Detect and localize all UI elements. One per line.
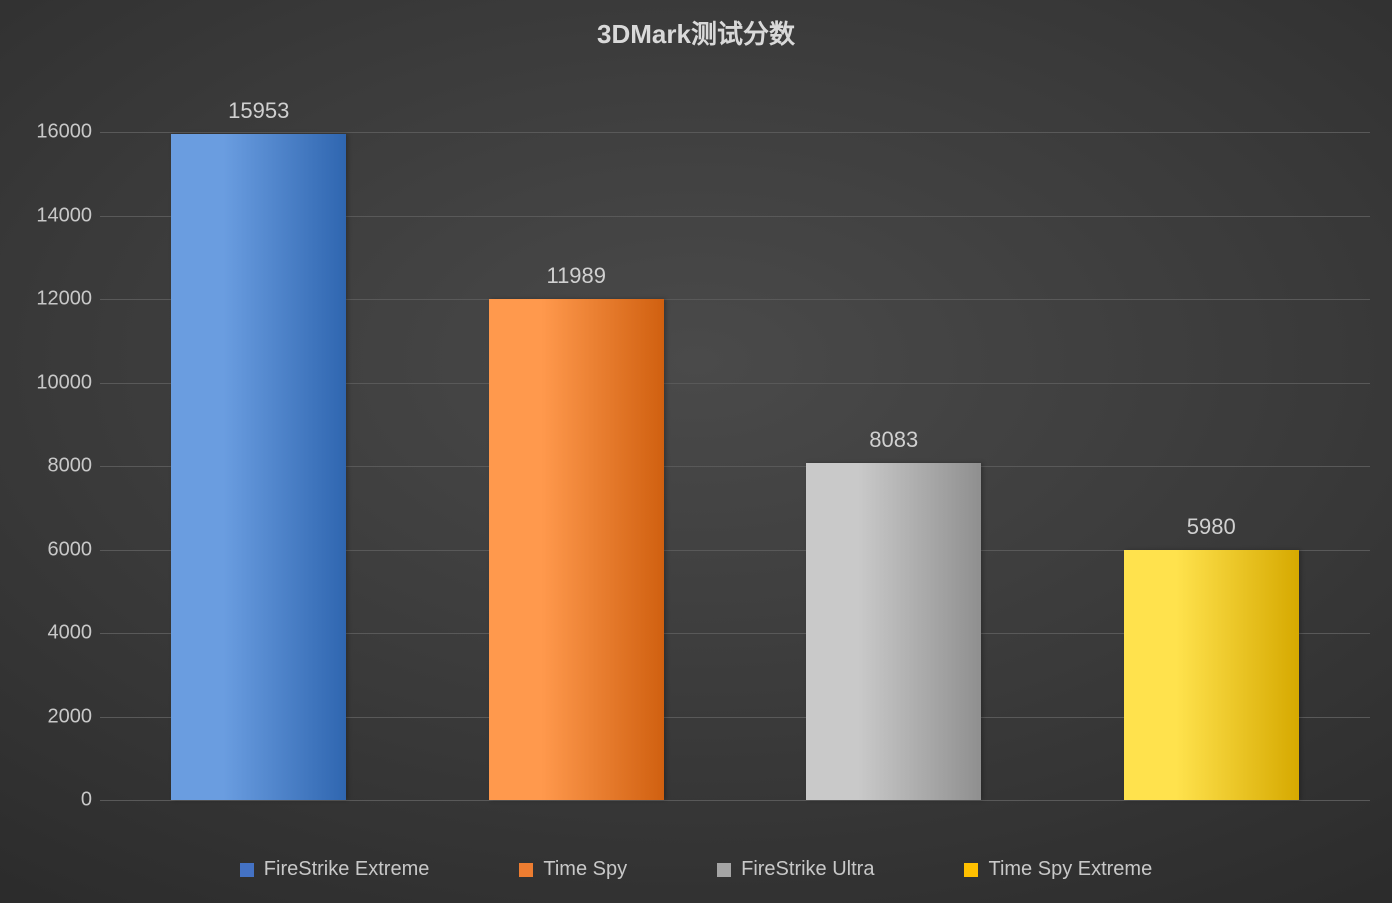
legend-swatch-icon bbox=[717, 863, 731, 877]
bar bbox=[806, 463, 981, 800]
bar bbox=[171, 134, 346, 800]
legend-swatch-icon bbox=[519, 863, 533, 877]
legend: FireStrike Extreme Time Spy FireStrike Ult… bbox=[0, 858, 1392, 881]
y-tick-label: 4000 bbox=[12, 622, 92, 645]
bar-value-label: 11989 bbox=[476, 263, 676, 289]
grid-line bbox=[100, 800, 1370, 801]
plot-area: 159531198980835980 bbox=[100, 132, 1370, 800]
y-tick-label: 6000 bbox=[12, 538, 92, 561]
legend-label: Time Spy bbox=[543, 858, 627, 881]
legend-label: Time Spy Extreme bbox=[988, 858, 1152, 881]
legend-item: Time Spy Extreme bbox=[964, 858, 1152, 881]
legend-label: FireStrike Extreme bbox=[264, 858, 430, 881]
legend-label: FireStrike Ultra bbox=[741, 858, 874, 881]
legend-item: FireStrike Ultra bbox=[717, 858, 874, 881]
y-tick-label: 12000 bbox=[12, 288, 92, 311]
y-tick-label: 8000 bbox=[12, 455, 92, 478]
y-tick-label: 16000 bbox=[12, 121, 92, 144]
legend-item: FireStrike Extreme bbox=[240, 858, 430, 881]
y-tick-label: 2000 bbox=[12, 705, 92, 728]
bar-value-label: 15953 bbox=[159, 98, 359, 124]
bar bbox=[1124, 550, 1299, 800]
legend-swatch-icon bbox=[964, 863, 978, 877]
chart-container: 3DMark测试分数 15953 11989 8083 5980 FireStrike… bbox=[0, 0, 1392, 903]
grid-line bbox=[100, 132, 1370, 133]
y-tick-label: 10000 bbox=[12, 371, 92, 394]
bar-value-label: 5980 bbox=[1111, 514, 1311, 540]
y-tick-label: 0 bbox=[12, 789, 92, 812]
legend-swatch-icon bbox=[240, 863, 254, 877]
y-tick-label: 14000 bbox=[12, 204, 92, 227]
legend-item: Time Spy bbox=[519, 858, 627, 881]
bar-value-label: 8083 bbox=[794, 427, 994, 453]
chart-title: 3DMark测试分数 bbox=[0, 14, 1392, 51]
bar bbox=[489, 299, 664, 800]
